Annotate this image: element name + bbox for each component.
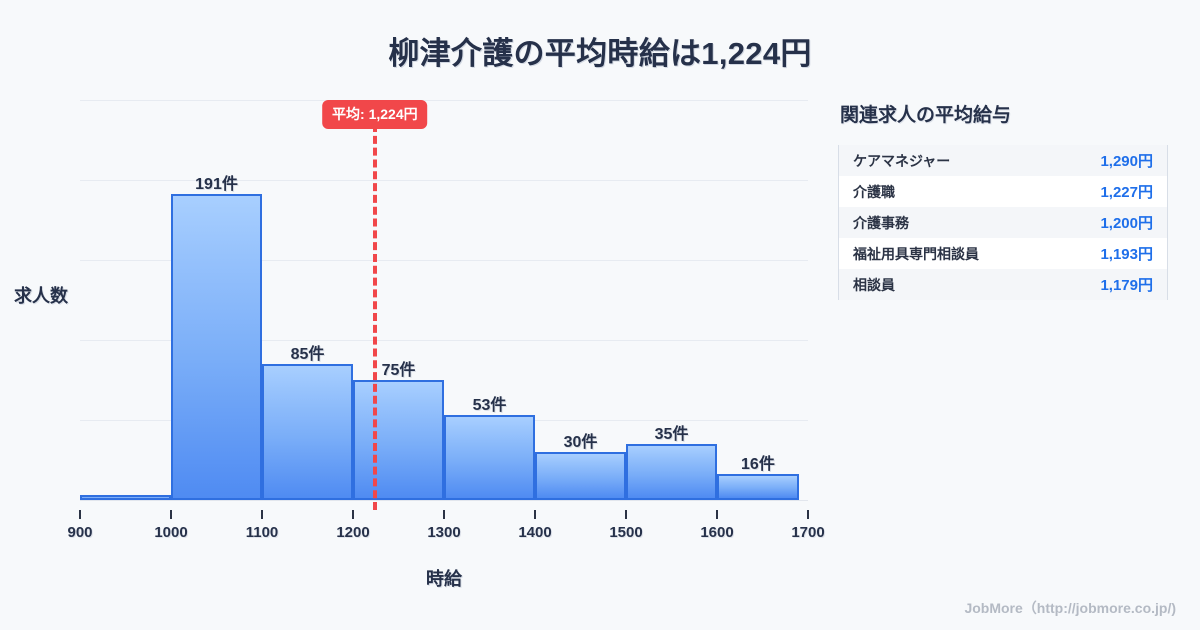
x-axis-tick-label: 1100 [245,524,279,541]
salary-role-label: 介護職 [853,183,895,200]
gridline [80,260,808,261]
salary-value: 1,200円 [1100,215,1153,232]
salary-value: 1,290円 [1100,153,1153,170]
x-axis-tick [261,510,263,519]
x-axis-tick [716,510,718,519]
footer-watermark: JobMore（http://jobmore.co.jp/) [964,600,1176,616]
salary-table: ケアマネジャー 1,290円介護職 1,227円介護事務 1,200円福祉用具専門相談… [838,145,1168,300]
bar-value-label: 191件 [195,176,238,194]
x-axis-tick [170,510,172,519]
table-row: 介護事務 1,200円 [839,207,1167,238]
x-axis-tick [534,510,536,519]
table-row: ケアマネジャー 1,290円 [839,145,1167,176]
bar-value-label: 30件 [563,434,598,451]
x-axis-tick-label: 1300 [427,524,461,541]
bar-value-label: 16件 [741,456,775,474]
x-axis-tick [625,510,627,519]
page-title: 柳津介護の平均時給は1,224円 [388,36,812,71]
histogram-bar [262,364,353,500]
histogram-bar [626,444,717,500]
x-axis-tick-label: 1500 [609,524,643,541]
histogram-bar [353,380,444,500]
salary-role-label: 介護事務 [853,214,909,231]
table-row: 相談員 1,179円 [839,269,1167,300]
x-axis-tick-label: 1000 [154,524,188,541]
x-axis-tick-label: 1400 [518,524,552,541]
histogram-bar [80,495,171,500]
x-axis-tick [807,510,809,519]
salary-value: 1,193円 [1100,246,1153,263]
gridline [80,180,808,181]
average-line [372,124,377,510]
salary-value: 1,227円 [1100,184,1153,201]
table-row: 福祉用具専門相談員 1,193円 [839,238,1167,269]
histogram-bar [717,474,799,500]
x-axis-tick [352,510,354,519]
bar-value-label: 75件 [381,362,416,379]
x-axis-tick-label: 1700 [791,524,825,541]
plot-area: 191件 85件 75件 53件 30件 35件 16件 900 1000 1100 1200 130… [67,100,825,541]
histogram-bar [171,194,262,500]
average-badge: 平均: 1,224円 [322,100,428,129]
x-axis-tick-label: 1200 [336,524,370,541]
histogram-bar [535,452,626,500]
salary-role-label: 福祉用具専門相談員 [853,245,979,262]
table-row: 介護職 1,227円 [839,176,1167,207]
x-axis-tick-label: 1600 [700,524,734,541]
related-salary-panel: 関連求人の平均給与 ケアマネジャー 1,290円介護職 1,227円介護事務 1,20… [838,100,1168,300]
histogram-bar [444,415,535,500]
y-axis-title: 求人数 [14,286,68,306]
salary-role-label: ケアマネジャー [853,152,951,169]
bar-value-label: 85件 [290,346,325,363]
x-axis-baseline [80,500,808,501]
bar-value-label: 35件 [654,426,689,443]
gridline [80,100,808,101]
salary-value: 1,179円 [1100,277,1153,294]
salary-role-label: 相談員 [853,276,895,293]
histogram-chart: 求人数 191件 85件 75件 53件 30件 35件 16件 900 1000 1100 120… [0,90,830,610]
side-panel-title: 関連求人の平均給与 [840,105,1012,126]
x-axis-tick [79,510,81,519]
x-axis-tick [443,510,445,519]
gridline [80,340,808,341]
x-axis-tick-label: 900 [67,524,93,541]
x-axis-title: 時給 [426,569,462,589]
bar-value-label: 53件 [472,397,507,415]
